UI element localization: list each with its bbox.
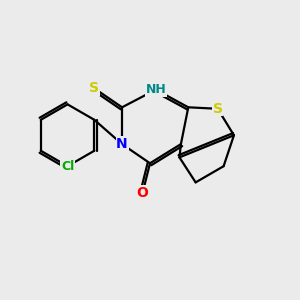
Text: N: N bbox=[116, 137, 128, 151]
Text: Cl: Cl bbox=[61, 160, 74, 173]
Text: NH: NH bbox=[146, 83, 166, 96]
Text: O: O bbox=[137, 186, 148, 200]
Text: S: S bbox=[89, 81, 99, 95]
Text: Cl: Cl bbox=[61, 160, 74, 173]
Text: S: S bbox=[213, 102, 223, 116]
